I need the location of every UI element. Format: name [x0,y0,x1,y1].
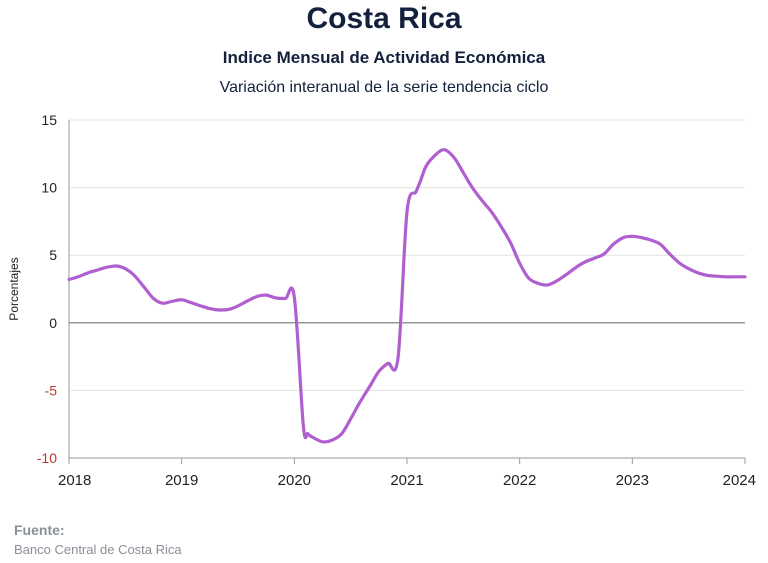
y-tick-label: 0 [49,315,57,331]
x-tick-label: 2022 [503,472,536,489]
y-tick-label: -5 [45,382,58,398]
source-text: Banco Central de Costa Rica [14,542,182,557]
x-tick-label: 2023 [616,472,649,489]
x-tick-label: 2018 [58,472,91,489]
y-tick-label: 15 [41,112,57,128]
y-tick-label: -10 [37,450,57,466]
x-tick-label: 2020 [278,472,311,489]
chart-title: Costa Rica [306,2,462,35]
x-tick-label: 2021 [390,472,423,489]
series-line [67,148,747,444]
chart-caption: Variación interanual de la serie tendenc… [219,79,549,96]
source-label: Fuente: [14,522,65,538]
x-tick-label: 2024 [723,472,756,489]
y-tick-label: 5 [49,247,57,263]
y-tick-label: 10 [41,180,57,196]
x-tick-label: 2019 [165,472,198,489]
y-axis-title: Porcentajes [7,257,21,320]
chart-subtitle: Indice Mensual de Actividad Económica [222,48,546,67]
